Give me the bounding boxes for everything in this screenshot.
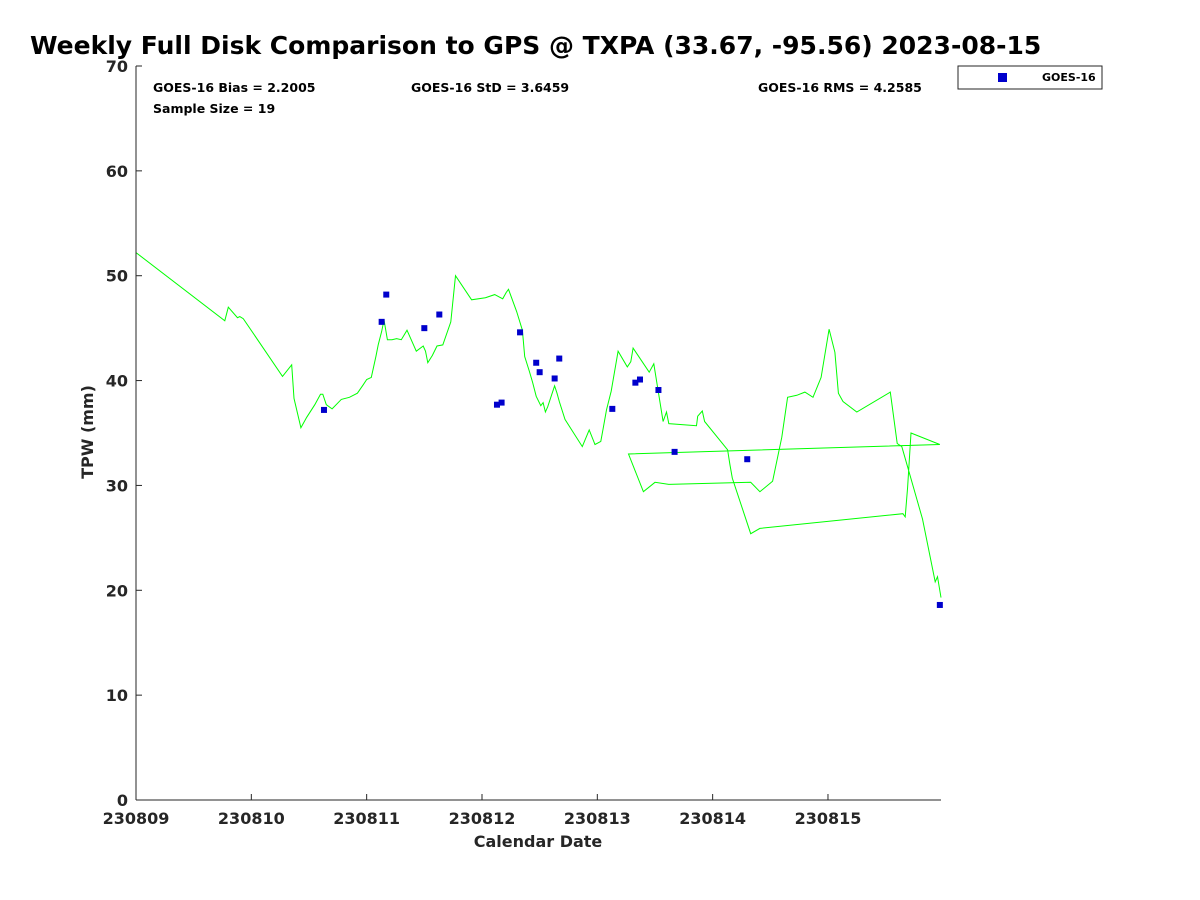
legend-label-goes16: GOES-16 xyxy=(1042,71,1096,84)
y-tick-label: 60 xyxy=(106,162,128,181)
goes16-point xyxy=(655,387,662,394)
goes16-point xyxy=(632,379,639,386)
x-tick-label: 230809 xyxy=(103,809,170,828)
x-tick-label: 230812 xyxy=(449,809,516,828)
x-axis-label: Calendar Date xyxy=(474,832,603,851)
bias-stat: GOES-16 Bias = 2.2005 xyxy=(153,80,315,95)
plot-area: 0 10 20 30 40 50 60 70 230809 230810 230811 230812… xyxy=(103,57,943,828)
goes16-point xyxy=(493,401,500,408)
goes16-point xyxy=(636,376,643,383)
x-tick-label: 230814 xyxy=(679,809,746,828)
goes16-point xyxy=(517,329,524,336)
goes16-point xyxy=(421,325,428,332)
series-layer xyxy=(135,252,943,608)
x-tick-label: 230815 xyxy=(795,809,862,828)
goes16-point xyxy=(320,406,327,413)
gps-tpw-line xyxy=(135,252,942,598)
goes16-point xyxy=(536,369,543,376)
goes16-point xyxy=(609,405,616,412)
y-ticks: 0 10 20 30 40 50 60 70 xyxy=(106,57,142,810)
goes16-point xyxy=(556,355,563,362)
x-tick-label: 230811 xyxy=(333,809,400,828)
sample-size-stat: Sample Size = 19 xyxy=(153,101,275,116)
y-tick-label: 10 xyxy=(106,686,128,705)
x-ticks: 230809 230810 230811 230812 230813 230814 2308… xyxy=(103,794,862,828)
y-tick-label: 20 xyxy=(106,581,128,600)
chart-title: Weekly Full Disk Comparison to GPS @ TXP… xyxy=(30,31,1041,60)
y-tick-label: 70 xyxy=(106,57,128,76)
goes16-point xyxy=(671,448,678,455)
goes16-point xyxy=(498,399,505,406)
legend-box xyxy=(957,65,1103,90)
goes16-point xyxy=(936,601,943,608)
y-axis-label: TPW (mm) xyxy=(78,385,97,479)
goes16-point xyxy=(436,311,443,318)
y-tick-label: 0 xyxy=(117,791,128,810)
x-tick-label: 230813 xyxy=(564,809,631,828)
std-stat: GOES-16 StD = 3.6459 xyxy=(411,80,569,95)
goes16-point xyxy=(533,359,540,366)
x-tick-label: 230810 xyxy=(218,809,285,828)
goes16-point xyxy=(551,375,558,382)
y-tick-label: 30 xyxy=(106,476,128,495)
rms-stat: GOES-16 RMS = 4.2585 xyxy=(758,80,922,95)
axes-box xyxy=(136,66,941,800)
goes16-point xyxy=(744,456,751,463)
y-tick-label: 50 xyxy=(106,267,128,286)
goes16-point xyxy=(378,318,385,325)
legend-marker-goes16 xyxy=(998,73,1007,82)
legend: GOES-16 xyxy=(957,65,1103,90)
goes16-point xyxy=(383,291,390,298)
y-tick-label: 40 xyxy=(106,372,128,391)
